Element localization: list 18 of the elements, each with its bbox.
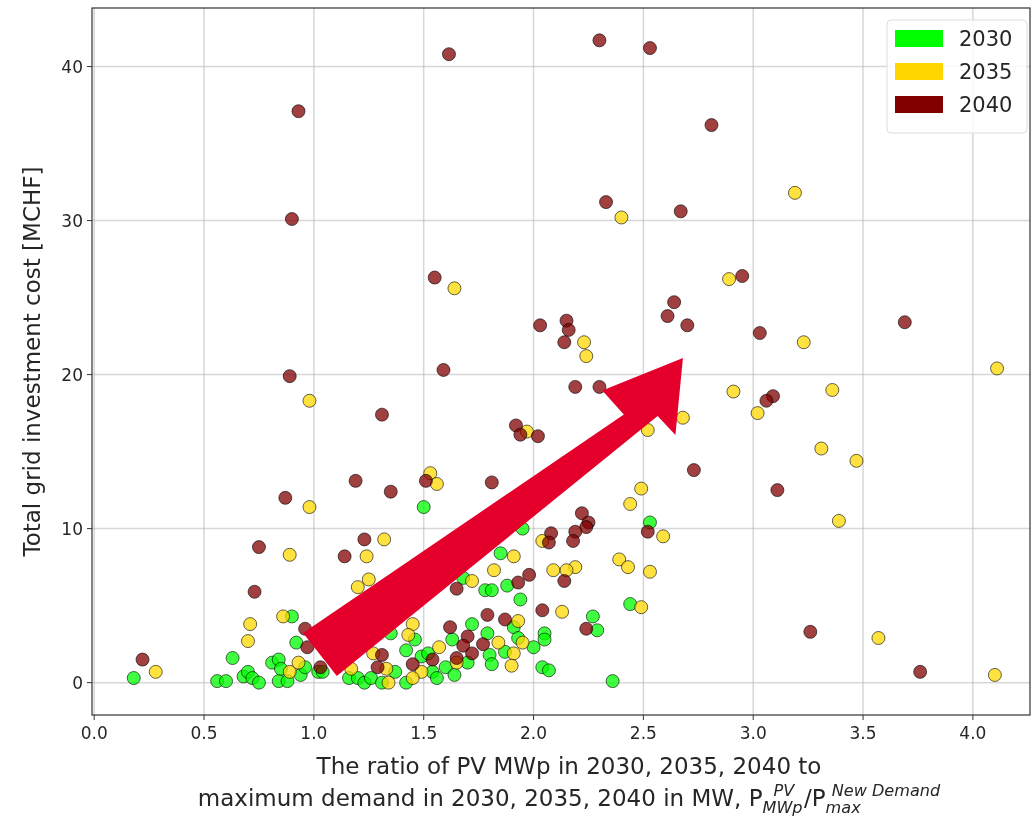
x-tick-label: 2.5 <box>629 723 657 743</box>
legend-label: 2040 <box>959 93 1013 117</box>
y-tick-label: 10 <box>61 518 83 539</box>
legend-label: 2030 <box>959 27 1013 51</box>
x-tick-label: 3.0 <box>739 723 767 743</box>
y-tick-label: 30 <box>61 210 83 231</box>
y-tick-label: 20 <box>61 364 83 385</box>
x-tick-label: 1.0 <box>300 723 328 743</box>
y-tick-label: 40 <box>61 56 83 77</box>
y-axis-title: Total grid investment cost [MCHF] <box>19 166 45 558</box>
x-tick-label: 3.5 <box>849 723 877 743</box>
x-tick-label: 1.5 <box>410 723 438 743</box>
x-tick-label: 0.0 <box>80 723 108 743</box>
x-tick-label: 0.5 <box>190 723 218 743</box>
y-tick-label: 0 <box>72 672 83 693</box>
legend-label: 2035 <box>959 60 1013 84</box>
x-tick-label: 2.0 <box>520 723 548 743</box>
x-tick-label: 4.0 <box>959 723 987 743</box>
